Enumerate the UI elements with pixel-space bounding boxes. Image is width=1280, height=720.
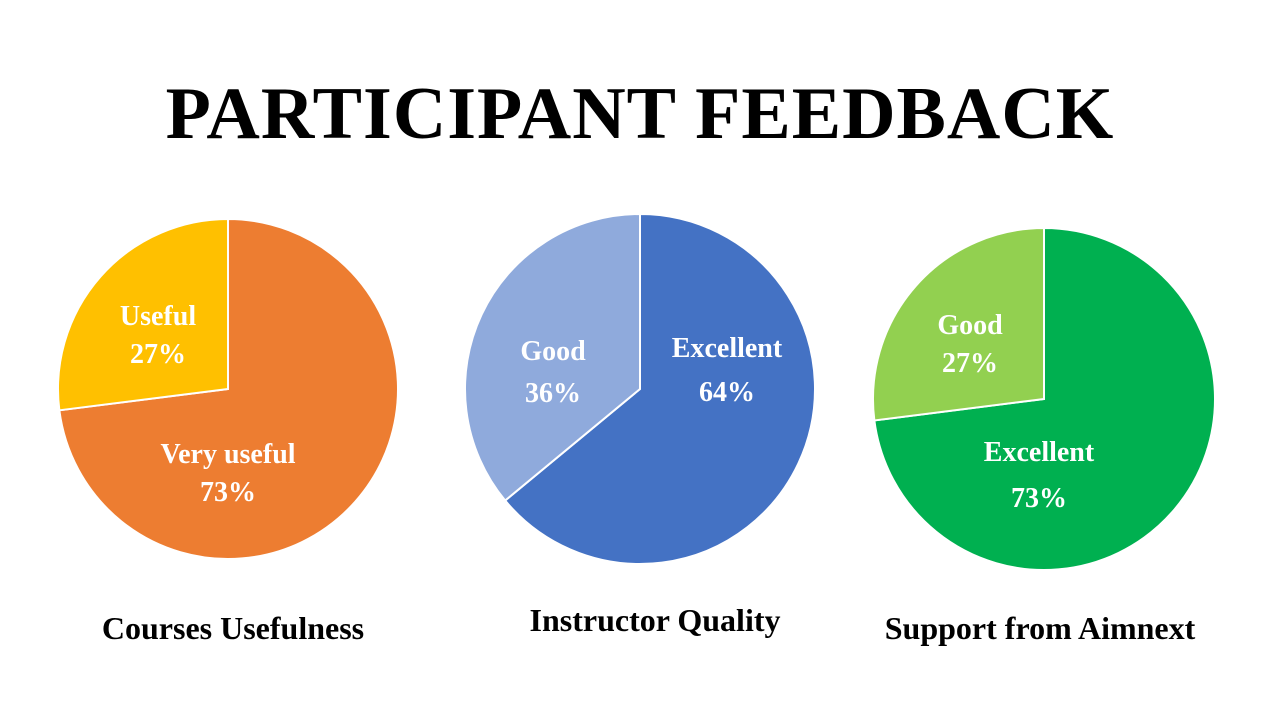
slice-label: Excellent 73%: [983, 437, 1095, 514]
chart-caption: Support from Aimnext: [884, 610, 1196, 646]
slice-label: Very useful 73%: [160, 439, 296, 508]
pie-slice-excellent: [503, 212, 816, 565]
pie-slice-good: [464, 212, 641, 502]
slice-label: Good 36%: [520, 336, 586, 409]
slice-label: Good 27%: [937, 310, 1003, 379]
slice-label: Useful 27%: [119, 301, 197, 370]
pie-slice-good: [872, 226, 1045, 422]
chart-caption: Instructor Quality: [529, 602, 781, 638]
chart-caption: Courses Usefulness: [101, 610, 365, 646]
page-title: PARTICIPANT FEEDBACK: [165, 73, 1115, 155]
slice-label: Excellent 64%: [671, 333, 783, 408]
pie-slice-useful: [57, 217, 229, 412]
